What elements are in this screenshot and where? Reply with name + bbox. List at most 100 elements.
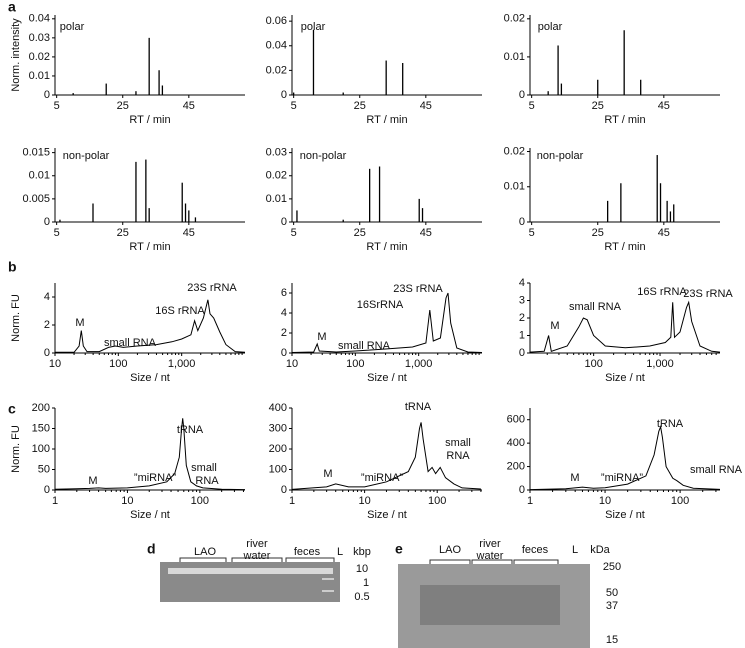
x-tick-label: 1,000 [646, 358, 674, 370]
gel-unit: kbp [353, 546, 371, 558]
gel-marker: 1 [363, 577, 369, 589]
gel-d [160, 557, 340, 602]
y-tick-label: 2 [44, 319, 50, 331]
x-tick-label: 5 [291, 100, 297, 112]
y-tick-label: 0.01 [504, 181, 525, 193]
x-axis-label: Size / nt [130, 509, 170, 521]
gel-lane-label: L [337, 546, 343, 558]
x-axis-label: RT / min [366, 241, 407, 253]
gel-marker: 50 [606, 587, 618, 599]
annotation: small RNA [338, 340, 391, 352]
panel-label: a [8, 0, 16, 15]
annotation: M [75, 317, 84, 329]
x-tick-label: 5 [54, 227, 60, 239]
y-tick-label: 0 [44, 89, 50, 101]
y-tick-label: 2 [519, 312, 525, 324]
y-tick-label: 0.015 [22, 147, 50, 159]
gel-band [322, 578, 334, 580]
annotation: 16S rRNA [155, 305, 205, 317]
y-axis-label: Norm. FU [10, 425, 22, 473]
annotation: non-polar [63, 150, 110, 162]
y-tick-label: 1 [519, 329, 525, 341]
y-tick-label: 0.02 [504, 13, 525, 25]
x-tick-label: 45 [420, 227, 432, 239]
x-tick-label: 10 [599, 495, 611, 507]
y-tick-label: 0 [519, 216, 525, 228]
x-axis-label: Size / nt [367, 509, 407, 521]
annotation: 16SrRNA [357, 299, 404, 311]
gel-lane-label: feces [522, 544, 549, 556]
annotation: small [445, 437, 471, 449]
y-tick-label: 0.01 [29, 170, 50, 182]
x-tick-label: 10 [49, 358, 61, 370]
annotation: 23S rRNA [187, 282, 237, 294]
gel-marker: 37 [606, 600, 618, 612]
x-tick-label: 1 [289, 495, 295, 507]
y-tick-label: 0.03 [29, 32, 50, 44]
gel-lane-label: river water [243, 538, 271, 562]
y-tick-label: 600 [507, 414, 525, 426]
x-tick-label: 5 [529, 227, 535, 239]
panel-label: b [8, 259, 17, 275]
y-tick-label: 0.01 [266, 193, 287, 205]
annotation: M [570, 472, 579, 484]
y-tick-label: 0 [281, 216, 287, 228]
gel-band [168, 568, 333, 574]
y-tick-label: 0.005 [22, 193, 50, 205]
y-tick-label: 0.02 [29, 51, 50, 63]
x-tick-label: 10 [358, 495, 370, 507]
x-tick-label: 100 [671, 495, 689, 507]
y-tick-label: 200 [507, 460, 525, 472]
annotation: tRNA [405, 401, 432, 413]
x-tick-label: 1,000 [168, 358, 196, 370]
gel-lane-label: LAO [439, 544, 461, 556]
gel-lane-label: L [572, 544, 578, 556]
x-tick-label: 100 [584, 358, 602, 370]
x-tick-label: 25 [592, 100, 604, 112]
x-tick-label: 5 [529, 100, 535, 112]
y-tick-label: 4 [281, 307, 287, 319]
y-tick-label: 0.01 [29, 70, 50, 82]
y-tick-label: 200 [32, 402, 50, 414]
y-tick-label: 3 [519, 294, 525, 306]
x-tick-label: 45 [658, 100, 670, 112]
x-axis-label: RT / min [366, 114, 407, 126]
gel-marker: 15 [606, 634, 618, 646]
y-tick-label: 0 [519, 484, 525, 496]
y-axis-label: Norm. FU [10, 294, 22, 342]
y-tick-label: 2 [281, 327, 287, 339]
annotation: small RNA [569, 301, 622, 313]
y-tick-label: 0 [281, 347, 287, 359]
x-tick-label: 45 [658, 227, 670, 239]
trace [54, 418, 246, 491]
x-tick-label: 1 [527, 495, 533, 507]
x-axis-label: RT / min [129, 241, 170, 253]
y-tick-label: 0.01 [504, 51, 525, 63]
annotation: small [191, 462, 217, 474]
annotation: ”miRNA” [361, 472, 403, 484]
x-tick-label: 45 [183, 100, 195, 112]
y-tick-label: 0.06 [266, 15, 287, 27]
gel-lane-label: river water [476, 538, 504, 562]
annotation: polar [60, 21, 85, 33]
y-tick-label: 0 [44, 484, 50, 496]
gel-lane-label: feces [294, 546, 321, 558]
gel-marker: 250 [603, 561, 621, 573]
annotation: tRNA [657, 418, 684, 430]
annotation: M [88, 475, 97, 487]
x-tick-label: 25 [354, 100, 366, 112]
y-tick-label: 0.04 [29, 13, 50, 25]
y-tick-label: 100 [269, 463, 287, 475]
lane-bracket [179, 557, 335, 562]
y-tick-label: 0 [519, 89, 525, 101]
x-tick-label: 1,000 [405, 358, 433, 370]
x-tick-label: 100 [346, 358, 364, 370]
y-tick-label: 0.02 [266, 170, 287, 182]
x-tick-label: 45 [420, 100, 432, 112]
gel-lane-label: LAO [194, 546, 216, 558]
annotation: polar [301, 21, 326, 33]
y-tick-label: 0.02 [504, 145, 525, 157]
trace [291, 422, 481, 490]
y-tick-label: 400 [507, 437, 525, 449]
